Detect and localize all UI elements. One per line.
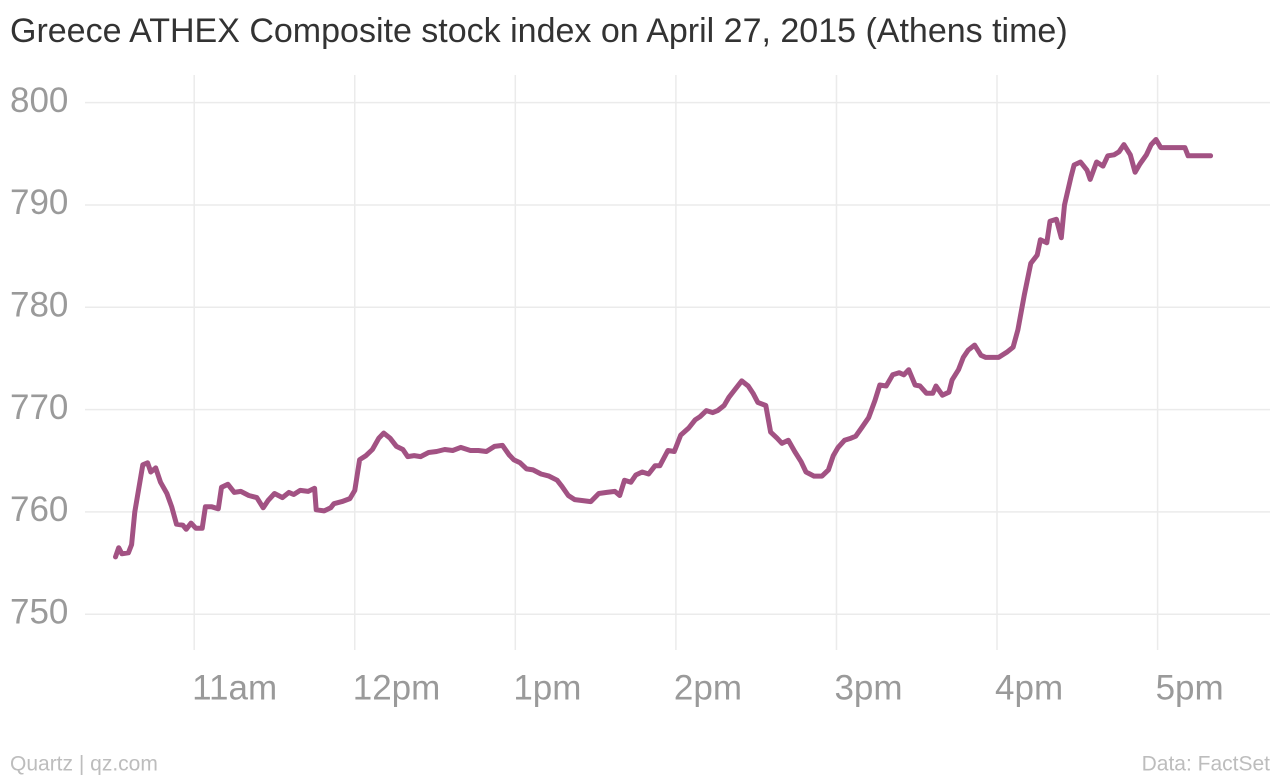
y-tick-label: 780 — [10, 286, 68, 325]
source: Data: FactSet — [1142, 753, 1271, 776]
x-tick-label: 1pm — [513, 668, 581, 707]
y-tick-label: 770 — [10, 388, 68, 427]
x-tick-label: 11am — [192, 668, 277, 707]
line — [113, 137, 1214, 560]
x-tick-label: 12pm — [353, 668, 441, 707]
credit: Quartz | qz.com — [10, 753, 158, 776]
x-tick-label: 3pm — [834, 668, 902, 707]
x-tick-label: 4pm — [995, 668, 1063, 707]
x-tick-label: 2pm — [674, 668, 742, 707]
y-tick-label: 750 — [10, 592, 68, 631]
chart-title: Greece ATHEX Composite stock index on Ap… — [10, 12, 1068, 50]
y-tick-label: 800 — [10, 81, 68, 120]
y-tick-label: 790 — [10, 183, 68, 222]
y-tick-label: 760 — [10, 490, 68, 529]
x-tick-label: 5pm — [1156, 668, 1224, 707]
